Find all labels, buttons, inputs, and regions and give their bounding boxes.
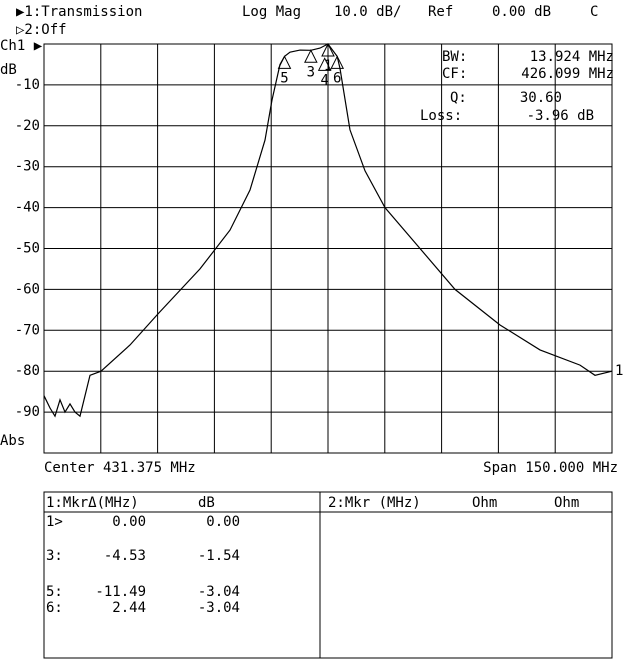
table-cell: 0.00 bbox=[206, 514, 240, 530]
info-value: -3.96 dB bbox=[527, 108, 594, 124]
info-value: 13.924 MHz bbox=[530, 49, 614, 65]
marker bbox=[304, 49, 318, 63]
table-cell: -1.54 bbox=[198, 548, 240, 564]
table-cell: 0.00 bbox=[112, 514, 146, 530]
channel2: ▷2:Off bbox=[16, 22, 67, 38]
info-label: Q: bbox=[450, 90, 467, 106]
channel1: ▶1:Transmission bbox=[16, 4, 142, 20]
table-cell: -11.49 bbox=[95, 584, 146, 600]
table-cell: -3.04 bbox=[198, 600, 240, 616]
y-tick-label: -80 bbox=[15, 363, 40, 379]
channel-label: Ch1 ▶ bbox=[0, 38, 43, 54]
table-header: 1:MkrΔ(MHz) bbox=[46, 495, 139, 511]
table-cell: 6: bbox=[46, 600, 63, 616]
y-tick-label: -10 bbox=[15, 77, 40, 93]
span: Span 150.000 MHz bbox=[483, 460, 618, 476]
marker bbox=[321, 42, 335, 57]
info-label: Loss: bbox=[420, 108, 462, 124]
table-cell: 1> bbox=[46, 514, 63, 530]
y-tick-label: -50 bbox=[15, 241, 40, 257]
marker-label: 3 bbox=[307, 64, 315, 80]
info-label: BW: bbox=[442, 49, 467, 65]
unit: dB bbox=[0, 62, 17, 78]
format: Log Mag bbox=[242, 4, 301, 20]
table-frame bbox=[43, 491, 613, 659]
y-tick-label: -30 bbox=[15, 159, 40, 175]
marker-label: 6 bbox=[333, 70, 341, 86]
table-header: 2:Mkr (MHz) bbox=[328, 495, 421, 511]
center: Center 431.375 MHz bbox=[44, 460, 196, 476]
info-value: 426.099 MHz bbox=[521, 66, 614, 82]
table-header: Ohm bbox=[554, 495, 579, 511]
table-cell: 2.44 bbox=[112, 600, 146, 616]
y-tick-label: -20 bbox=[15, 118, 40, 134]
marker bbox=[330, 55, 345, 69]
info-value: 30.60 bbox=[520, 90, 562, 106]
marker bbox=[317, 57, 332, 71]
y-tick-label: -60 bbox=[15, 281, 40, 297]
table-header: Ohm bbox=[472, 495, 497, 511]
trace-label: 1 bbox=[615, 363, 623, 379]
flag: C bbox=[590, 4, 598, 20]
y-tick-label: -70 bbox=[15, 322, 40, 338]
marker-label: 4 bbox=[320, 72, 328, 88]
marker bbox=[277, 55, 292, 69]
table-header: dB bbox=[198, 495, 215, 511]
scale: 10.0 dB/ bbox=[334, 4, 401, 20]
ref-value: 0.00 dB bbox=[492, 4, 551, 20]
y-tick-label: -40 bbox=[15, 200, 40, 216]
table-cell: 5: bbox=[46, 584, 63, 600]
marker-label: 5 bbox=[280, 70, 288, 86]
table-cell: 3: bbox=[46, 548, 63, 564]
info-label: CF: bbox=[442, 66, 467, 82]
table-cell: -3.04 bbox=[198, 584, 240, 600]
ref: Ref bbox=[428, 4, 453, 20]
y-tick-label: -90 bbox=[15, 404, 40, 420]
abs: Abs bbox=[0, 433, 25, 449]
table-cell: -4.53 bbox=[104, 548, 146, 564]
